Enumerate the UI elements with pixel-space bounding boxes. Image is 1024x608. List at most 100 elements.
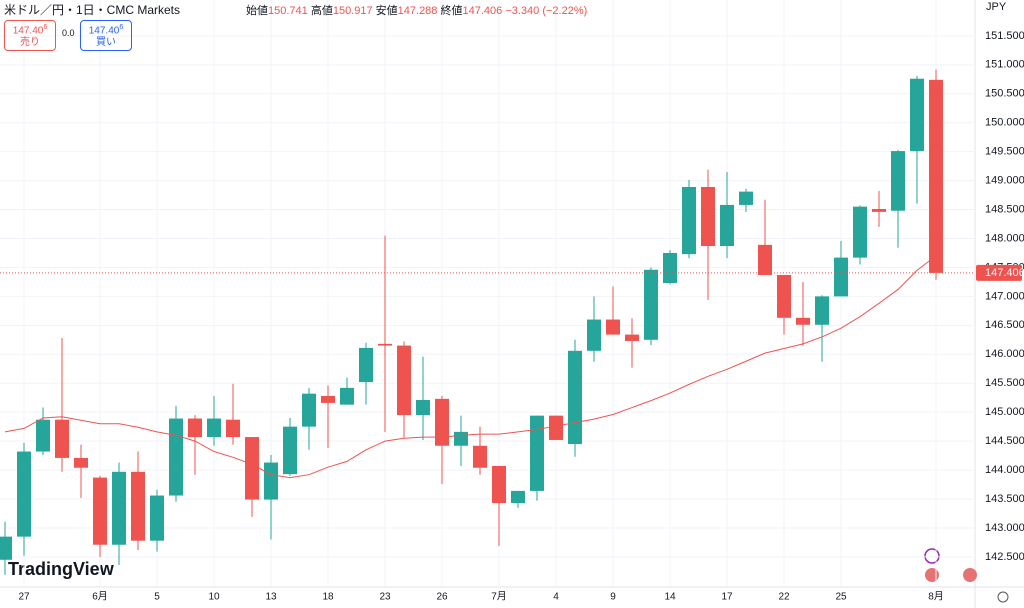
candle-body (264, 462, 278, 500)
candle-body (815, 296, 829, 325)
candle-body (0, 536, 12, 560)
y-tick-label: 151.500 (985, 30, 1024, 42)
sell-button[interactable]: 147.406 売り (4, 20, 56, 52)
settings-icon[interactable] (997, 591, 1009, 603)
y-tick-label: 145.500 (985, 377, 1024, 389)
x-tick-label: 5 (154, 592, 160, 603)
candle-body (302, 393, 316, 427)
x-tick-label: 27 (18, 592, 30, 603)
y-tick-label: 146.000 (985, 348, 1024, 360)
y-tick-label: 146.500 (985, 319, 1024, 331)
pip: 6 (43, 24, 48, 31)
y-tick-label: 151.000 (985, 59, 1024, 71)
currency[interactable]: JPY (986, 1, 1007, 13)
y-tick-label: 149.000 (985, 175, 1024, 187)
candle-body (416, 400, 430, 416)
price: 147.40 (12, 25, 44, 37)
candle-body (55, 419, 69, 458)
candle-body (359, 347, 373, 383)
y-tick-label: 150.000 (985, 117, 1024, 129)
symbol-text: 米ドル／円・1日・CMC Markets (4, 3, 181, 17)
label: 安値 (375, 5, 398, 17)
candle-body (891, 151, 905, 211)
x-tick-label: 13 (265, 592, 277, 603)
candle-body (131, 471, 145, 541)
logo: TradingView (8, 559, 115, 579)
x-tick-label: 26 (436, 592, 448, 603)
candle-body (473, 445, 487, 468)
price-label: 147.406 (985, 267, 1024, 279)
candle-body (17, 451, 31, 537)
flag-icon[interactable] (963, 568, 977, 582)
candle-body (853, 206, 867, 258)
candle-body (777, 274, 791, 318)
candle-body (321, 395, 335, 403)
y-tick-label: 144.000 (985, 464, 1024, 476)
candle-body (283, 426, 297, 475)
x-tick-label: 10 (208, 592, 220, 603)
candle-body (435, 398, 449, 446)
label: 売り (20, 37, 40, 49)
buy-button[interactable]: 147.406 買い (80, 20, 132, 52)
candle-body (701, 186, 715, 247)
candle-body (36, 419, 50, 452)
candle-body (112, 471, 126, 545)
candle-body (682, 186, 696, 255)
candle-body (150, 495, 164, 541)
y-tick-label: 143.000 (985, 522, 1024, 534)
candle-body (910, 78, 924, 152)
candle-body (663, 252, 677, 284)
candle-body (74, 457, 88, 468)
candle-body (511, 490, 525, 504)
candle-body (549, 415, 563, 440)
price-label-box (976, 264, 1022, 281)
x-tick-label: 23 (379, 592, 391, 603)
x-tick-label: 7月 (491, 591, 507, 603)
value: 147.288 (397, 5, 438, 17)
candle-body (378, 343, 392, 346)
pip: 6 (119, 24, 124, 31)
x-tick-label: 4 (553, 592, 559, 603)
x-tick-label: 22 (778, 592, 790, 603)
candle-body (93, 477, 107, 545)
change: −3.340 (−2.22%) (505, 5, 588, 17)
candle-body (530, 415, 544, 491)
y-tick-label: 148.000 (985, 232, 1024, 244)
candle-body (226, 419, 240, 438)
candle-body (872, 208, 886, 212)
candle-body (340, 387, 354, 405)
flag-icon[interactable] (925, 568, 939, 582)
candle-body (492, 466, 506, 504)
value: 147.406 (462, 5, 503, 17)
x-tick-label: 6月 (92, 591, 108, 603)
x-tick-label: 8月 (928, 591, 944, 603)
label: 始値 (246, 5, 268, 17)
candle-body (834, 257, 848, 297)
y-tick-label: 148.500 (985, 203, 1024, 215)
candle-body (397, 345, 411, 416)
x-tick-label: 9 (610, 592, 616, 603)
candle-body (758, 244, 772, 275)
candle-body (188, 418, 202, 438)
event-icon[interactable] (924, 548, 940, 564)
x-tick-label: 17 (721, 592, 733, 603)
y-tick-label: 142.500 (985, 551, 1024, 563)
y-tick-label: 144.500 (985, 435, 1024, 447)
value: 150.741 (268, 5, 308, 17)
candle-body (587, 319, 601, 351)
candle-body (207, 418, 221, 438)
candle-body (625, 334, 639, 341)
y-tick-label: 150.500 (985, 88, 1024, 100)
candle-body (929, 79, 943, 273)
label: 買い (96, 37, 116, 49)
candle-body (720, 204, 734, 247)
moving-average (4, 255, 937, 479)
x-tick-label: 18 (322, 592, 334, 603)
ohlc: 始値150.741 高値150.917 安値147.288 終値147.406 … (246, 2, 587, 18)
spread-text: 0.0 (62, 28, 75, 38)
symbol: 米ドル／円・1日・CMC Markets (4, 1, 180, 18)
label: 終値 (440, 5, 463, 17)
y-tick-label: 147.000 (985, 290, 1024, 302)
